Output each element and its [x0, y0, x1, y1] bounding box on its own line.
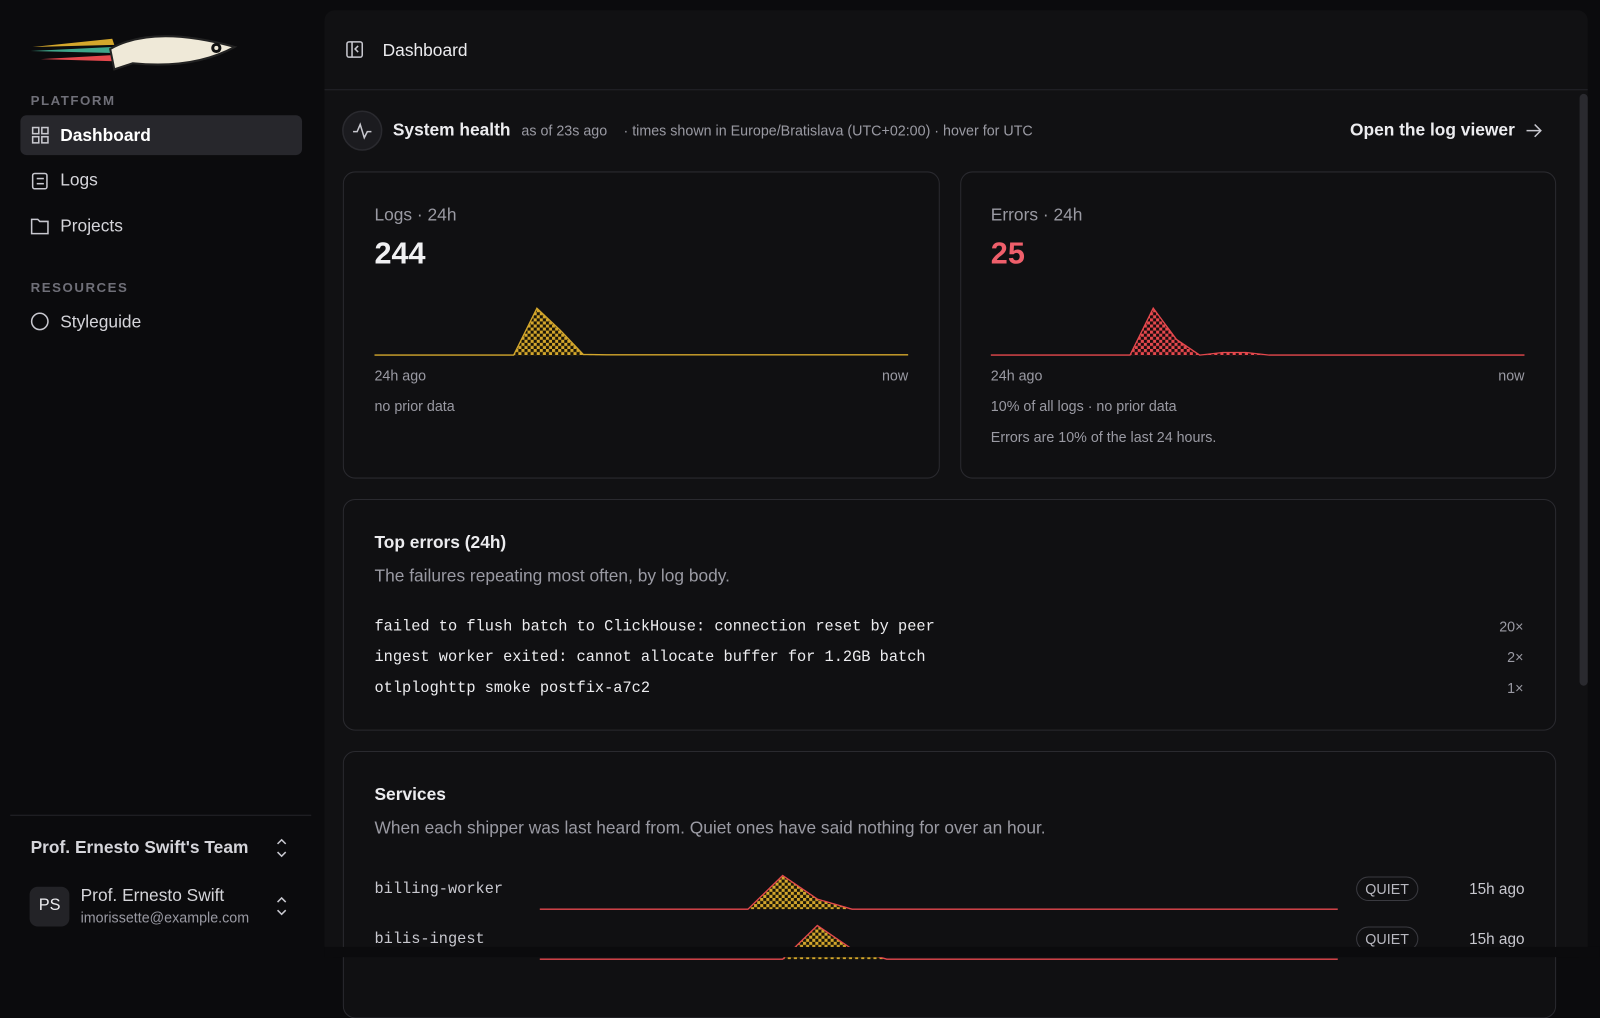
axis-start: 24h ago	[990, 367, 1043, 384]
health-note: · times shown in Europe/Bratislava (UTC+…	[623, 122, 1033, 139]
page-title: Dashboard	[382, 40, 468, 61]
user-name[interactable]: Prof. Ernesto Swift	[80, 885, 225, 906]
sparkline	[990, 306, 1525, 356]
scrollbar	[1579, 93, 1588, 686]
sparkline-area	[539, 875, 1338, 910]
active-nav-bg	[20, 115, 303, 156]
card-note: 10% of all logs · no prior data	[990, 397, 1177, 415]
nav-item[interactable]: Projects	[60, 216, 123, 236]
stat-card	[342, 171, 940, 479]
nav-item[interactable]: Styleguide	[60, 312, 142, 332]
service-name: bilis-ingest	[374, 930, 485, 948]
axis-start: 24h ago	[374, 367, 427, 384]
logo	[30, 35, 238, 71]
card-note: Errors are 10% of the last 24 hours.	[990, 428, 1217, 445]
section-subtitle: When each shipper was last heard from. Q…	[374, 818, 1046, 838]
sparkline	[539, 874, 1338, 910]
error-count: 20×	[1499, 618, 1524, 635]
sparkline-line	[374, 307, 909, 356]
section-title: Top errors (24h)	[374, 532, 507, 553]
stat-card	[960, 171, 1557, 479]
nav-section: RESOURCES	[30, 279, 129, 295]
section-title: Services	[374, 784, 446, 805]
service-name: billing-worker	[374, 880, 504, 898]
card-value: 25	[990, 236, 1025, 271]
team-switcher[interactable]: Prof. Ernesto Swift's Team	[30, 837, 249, 858]
error-count: 1×	[1507, 679, 1524, 696]
sparkline-line	[990, 306, 1525, 356]
sparkline-line	[539, 874, 1338, 910]
nav-item[interactable]: Logs	[60, 170, 98, 190]
health-title: System health	[392, 120, 511, 140]
section-subtitle: The failures repeating most often, by lo…	[374, 566, 730, 586]
avatar-initials: PS	[38, 896, 61, 915]
axis-end: now	[881, 367, 909, 384]
health-as-of: as of 23s ago	[521, 122, 608, 139]
top-errors-card	[342, 498, 1557, 731]
axis-end: now	[1498, 367, 1525, 384]
service-last-seen: 15h ago	[1469, 880, 1525, 898]
service-status: QUIET	[1356, 876, 1419, 902]
nav-item[interactable]: Dashboard	[60, 125, 151, 145]
card-note: no prior data	[374, 397, 455, 415]
error-message: otlploghttp smoke postfix-a7c2	[374, 679, 651, 697]
sparkline-area	[374, 308, 909, 356]
card-label: Errors · 24h	[990, 205, 1083, 225]
icons	[30, 41, 1542, 916]
error-message: failed to flush batch to ClickHouse: con…	[374, 618, 935, 636]
panel-bottom	[324, 946, 1600, 958]
card-value: 244	[374, 236, 426, 271]
log-viewer-link[interactable]: Open the log viewer	[1349, 120, 1515, 140]
card-label: Logs · 24h	[374, 205, 457, 225]
service-last-seen: 15h ago	[1469, 930, 1525, 948]
sparkline-area	[990, 308, 1525, 356]
error-message: ingest worker exited: cannot allocate bu…	[374, 648, 926, 667]
nav-section: PLATFORM	[30, 92, 116, 109]
error-count: 2×	[1507, 648, 1524, 666]
user-email: imorissette@example.com	[80, 909, 250, 926]
app: PLATFORM Dashboard Logs Projects RESOURC…	[10, 35, 1600, 1018]
sparkline	[374, 307, 909, 356]
avatar	[29, 886, 70, 927]
